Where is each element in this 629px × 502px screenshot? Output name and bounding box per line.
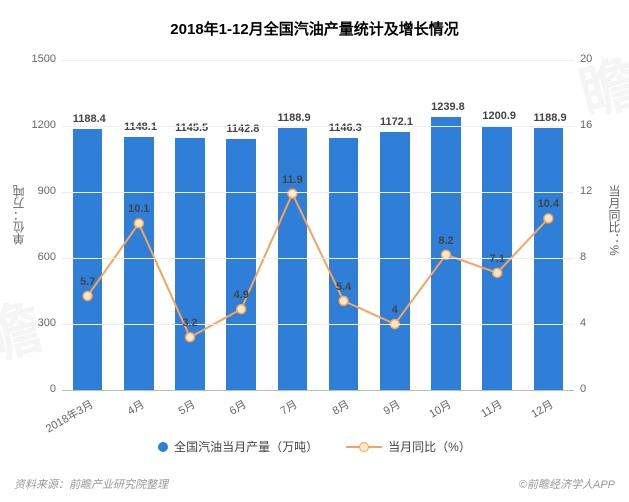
- gridline: [62, 60, 574, 61]
- line-marker: [83, 291, 92, 300]
- y-left-tick: 0: [50, 383, 56, 395]
- x-category-label: 7月: [278, 396, 301, 418]
- y-right-tick: 12: [580, 185, 592, 197]
- gridline: [62, 324, 574, 325]
- line-marker: [493, 268, 502, 277]
- x-category-label: 4月: [124, 396, 147, 418]
- gridline: [62, 126, 574, 127]
- x-category-label: 2018年3月: [42, 396, 96, 436]
- legend-item-line: 当月同比（%）: [346, 438, 471, 455]
- legend-item-bars: 全国汽油当月产量（万吨）: [158, 438, 318, 455]
- y-left-tick: 300: [38, 317, 56, 329]
- y-left-tick: 1500: [32, 53, 56, 65]
- line-value-label: 10.1: [128, 203, 149, 215]
- line-marker: [134, 219, 143, 228]
- x-category-label: 11月: [478, 396, 505, 421]
- y-left-tick: 600: [38, 251, 56, 263]
- y-right-tick: 8: [580, 251, 586, 263]
- line-value-label: 8.2: [438, 235, 453, 247]
- gridline: [62, 192, 574, 193]
- line-value-label: 4: [392, 304, 398, 316]
- source-text: 资料来源：前瞻产业研究院整理: [14, 476, 168, 492]
- line-marker: [186, 333, 195, 342]
- y-right-tick: 4: [580, 317, 586, 329]
- x-category-label: 5月: [175, 396, 198, 418]
- y-right-axis-label: 当月同比：%: [606, 185, 623, 256]
- copyright-text: ©前瞻经济学人APP: [519, 476, 615, 492]
- line-value-label: 5.7: [80, 276, 95, 288]
- legend-swatch-icon: [158, 442, 168, 452]
- y-left-tick: 1200: [32, 119, 56, 131]
- legend-label: 当月同比（%）: [388, 438, 471, 455]
- line-marker: [237, 305, 246, 314]
- y-left-tick: 900: [38, 185, 56, 197]
- line-value-label: 5.4: [336, 281, 351, 293]
- gridline: [62, 390, 574, 391]
- x-category-label: 8月: [329, 396, 352, 418]
- line-value-label: 4.9: [234, 289, 249, 301]
- x-category-label: 9月: [380, 396, 403, 418]
- line-marker: [339, 296, 348, 305]
- y-right-tick: 0: [580, 383, 586, 395]
- line-value-label: 10.4: [538, 198, 559, 210]
- legend: 全国汽油当月产量（万吨） 当月同比（%）: [0, 438, 629, 455]
- line-marker: [544, 214, 553, 223]
- legend-line-icon: [346, 442, 382, 452]
- x-category-label: 12月: [528, 396, 556, 421]
- line-value-label: 3.2: [182, 317, 197, 329]
- chart-container: 瞻 瞻 2018年1-12月全国汽油产量统计及增长情况 1188.41148.1…: [0, 0, 629, 502]
- y-right-tick: 16: [580, 119, 592, 131]
- x-category-label: 6月: [226, 396, 249, 418]
- line-path: [88, 194, 549, 338]
- plot-area: 1188.41148.11145.51142.81188.91146.31172…: [62, 60, 574, 390]
- chart-title: 2018年1-12月全国汽油产量统计及增长情况: [0, 0, 629, 39]
- watermark-icon: 瞻: [569, 34, 629, 134]
- line-value-label: 7.1: [490, 253, 505, 265]
- line-value-label: 11.9: [282, 174, 303, 186]
- line-marker: [288, 189, 297, 198]
- y-left-axis-label: 单位：万吨: [10, 185, 27, 245]
- line-layer: [62, 60, 574, 390]
- legend-label: 全国汽油当月产量（万吨）: [174, 438, 318, 455]
- x-category-label: 10月: [426, 396, 454, 421]
- y-right-tick: 20: [580, 53, 592, 65]
